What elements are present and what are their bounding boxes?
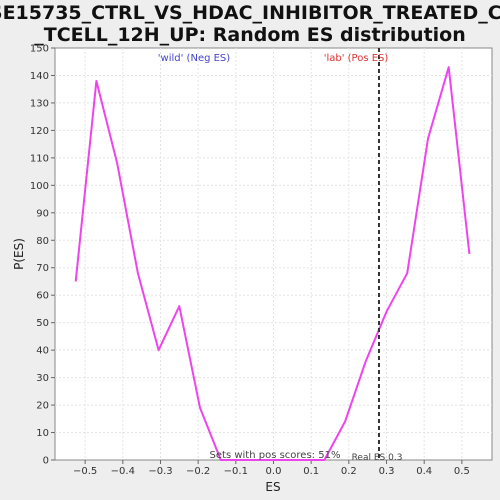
x-tick-label: −0.4 bbox=[111, 466, 135, 477]
y-tick-label: 60 bbox=[36, 291, 49, 302]
pos-es-label: 'lab' (Pos ES) bbox=[324, 53, 389, 64]
pos-scores-label: Sets with pos scores: 51% bbox=[210, 450, 341, 461]
y-tick-label: 30 bbox=[36, 373, 49, 384]
real-es-value-label: Real ES 0.3 bbox=[352, 453, 403, 463]
grid-lines bbox=[55, 48, 492, 460]
x-tick-label: 0.2 bbox=[341, 466, 357, 477]
x-tick-label: −0.3 bbox=[148, 466, 172, 477]
y-tick-label: 140 bbox=[30, 71, 49, 82]
y-tick-label: 50 bbox=[36, 318, 49, 329]
y-tick-label: 70 bbox=[36, 263, 49, 274]
x-tick-label: 0.0 bbox=[266, 466, 282, 477]
y-axis-label: P(ES) bbox=[12, 238, 26, 270]
y-tick-label: 110 bbox=[30, 153, 49, 164]
x-tick-label: −0.1 bbox=[224, 466, 248, 477]
x-tick-label: 0.3 bbox=[379, 466, 395, 477]
y-tick-label: 130 bbox=[30, 98, 49, 109]
axis-ticks: 0 10 20 30 40 50 60 70 80 90 100 110 120 130 140 150 −0.… bbox=[30, 44, 470, 478]
chart-title-line-1: GSE15735_CTRL_VS_HDAC_INHIBITOR_TREATED_… bbox=[0, 2, 500, 24]
chart-title-line-2: _TCELL_12H_UP: Random ES distribution bbox=[34, 24, 466, 46]
x-tick-label: 0.1 bbox=[303, 466, 319, 477]
x-tick-label: −0.2 bbox=[186, 466, 210, 477]
y-tick-label: 20 bbox=[36, 401, 49, 412]
x-axis-label: ES bbox=[265, 480, 280, 494]
y-tick-label: 0 bbox=[43, 456, 49, 467]
y-tick-label: 150 bbox=[30, 44, 49, 55]
y-tick-label: 10 bbox=[36, 428, 49, 439]
x-tick-label: 0.4 bbox=[416, 466, 432, 477]
y-tick-label: 40 bbox=[36, 346, 49, 357]
series-line bbox=[74, 66, 471, 461]
y-tick-label: 90 bbox=[36, 208, 49, 219]
x-tick-label: 0.5 bbox=[454, 466, 470, 477]
neg-es-label: 'wild' (Neg ES) bbox=[158, 53, 230, 64]
y-tick-label: 80 bbox=[36, 236, 49, 247]
y-tick-label: 120 bbox=[30, 126, 49, 137]
x-tick-label: −0.5 bbox=[73, 466, 97, 477]
y-tick-label: 100 bbox=[30, 181, 49, 192]
